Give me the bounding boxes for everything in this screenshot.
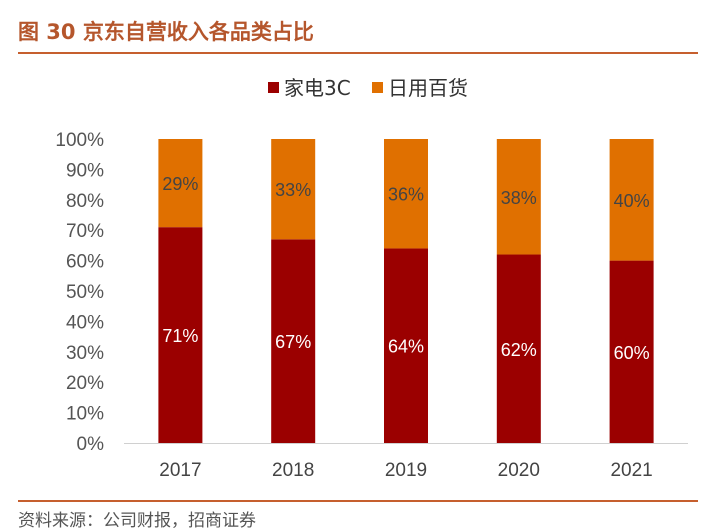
source-note: 资料来源：公司财报，招商证券 — [18, 511, 256, 531]
x-tick-label: 2020 — [498, 460, 540, 481]
bar-segment-daily-goods-2019 — [384, 139, 428, 249]
legend-label: 日用百货 — [388, 76, 468, 100]
data-label: 67% — [275, 332, 311, 352]
y-tick-label: 70% — [66, 221, 104, 242]
bar-segment-daily-goods-2021 — [609, 139, 654, 261]
y-tick-label: 10% — [66, 404, 104, 425]
y-tick-label: 0% — [77, 434, 105, 455]
data-label: 38% — [501, 188, 537, 208]
y-axis: 0% 10% 20% 30% 40% 50% 60% 70% 80% 90% 100% — [55, 130, 104, 455]
bar-segment-daily-goods-2020 — [496, 139, 541, 255]
y-tick-label: 100% — [55, 130, 104, 151]
data-label: 60% — [614, 343, 650, 363]
bars: 71% 29% 67% 33% 64% 36% 62% 38% 60% 40% — [158, 139, 654, 443]
bar-segment-appliances-3c-2020 — [496, 254, 541, 443]
data-label: 62% — [501, 340, 537, 360]
legend-swatch — [372, 82, 383, 93]
source-rule — [18, 500, 698, 502]
x-tick-label: 2021 — [610, 460, 652, 481]
y-tick-label: 90% — [66, 160, 104, 181]
y-tick-label: 60% — [66, 252, 104, 273]
data-label: 71% — [162, 326, 198, 346]
legend-swatch — [268, 82, 279, 93]
x-axis: 2017 2018 2019 2020 2021 — [124, 443, 688, 481]
bar-segment-daily-goods-2017 — [158, 139, 203, 228]
data-label: 40% — [614, 191, 650, 211]
legend-label: 家电3C — [284, 76, 351, 100]
bar-segment-appliances-3c-2019 — [384, 248, 428, 443]
y-tick-label: 80% — [66, 191, 104, 212]
stacked-bar-chart: 家电3C 日用百货 0% 10% 20% 30% 40% 50% 60% 70% 80% 90% 10… — [55, 76, 688, 481]
data-label: 36% — [388, 185, 424, 205]
y-tick-label: 30% — [66, 343, 104, 364]
data-label: 33% — [275, 180, 311, 200]
title-rule — [18, 52, 698, 54]
x-tick-label: 2018 — [272, 460, 314, 481]
y-tick-label: 50% — [66, 282, 104, 303]
bar-segment-appliances-3c-2018 — [271, 239, 316, 443]
y-tick-label: 40% — [66, 312, 104, 333]
x-tick-label: 2019 — [385, 460, 427, 481]
legend: 家电3C 日用百货 — [268, 76, 468, 100]
bar-segment-daily-goods-2018 — [271, 139, 316, 240]
y-tick-label: 20% — [66, 373, 104, 394]
bar-segment-appliances-3c-2017 — [158, 227, 203, 443]
data-label: 29% — [162, 174, 198, 194]
x-tick-label: 2017 — [159, 460, 201, 481]
figure-title: 图 30 京东自营收入各品类占比 — [18, 20, 314, 44]
bar-segment-appliances-3c-2021 — [609, 260, 654, 443]
data-label: 64% — [388, 337, 424, 357]
